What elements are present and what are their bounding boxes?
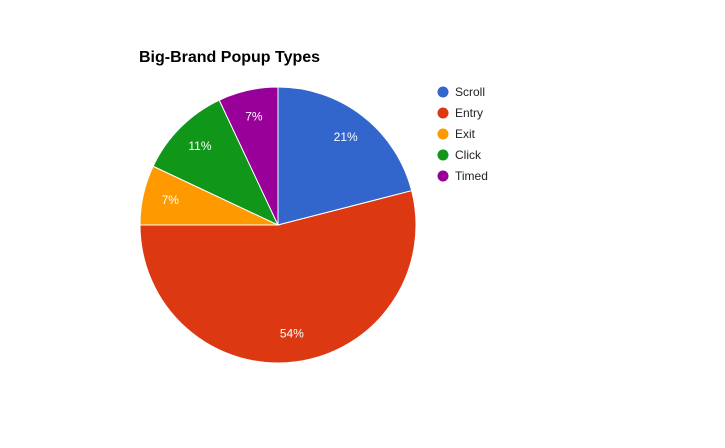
- chart-title: Big-Brand Popup Types: [139, 49, 320, 66]
- legend-label: Timed: [455, 169, 488, 183]
- legend-label: Scroll: [455, 85, 485, 99]
- legend-marker: [437, 107, 449, 119]
- legend-label: Entry: [455, 106, 483, 120]
- pie-slice: [152, 99, 280, 227]
- legend-marker: [437, 170, 449, 182]
- pie-slice: [139, 190, 417, 364]
- pie-slice: [218, 86, 279, 226]
- legend-marker: [437, 86, 449, 98]
- slice-label: 11%: [188, 139, 211, 153]
- legend-marker: [437, 149, 449, 161]
- slice-label: 7%: [162, 193, 180, 207]
- legend-label: Click: [455, 148, 482, 162]
- legend-label: Exit: [455, 127, 476, 141]
- slice-label: 54%: [280, 327, 304, 341]
- slice-label: 7%: [245, 109, 263, 123]
- slice-label: 21%: [334, 130, 358, 144]
- pie-slice: [277, 86, 413, 226]
- legend-marker: [437, 128, 449, 140]
